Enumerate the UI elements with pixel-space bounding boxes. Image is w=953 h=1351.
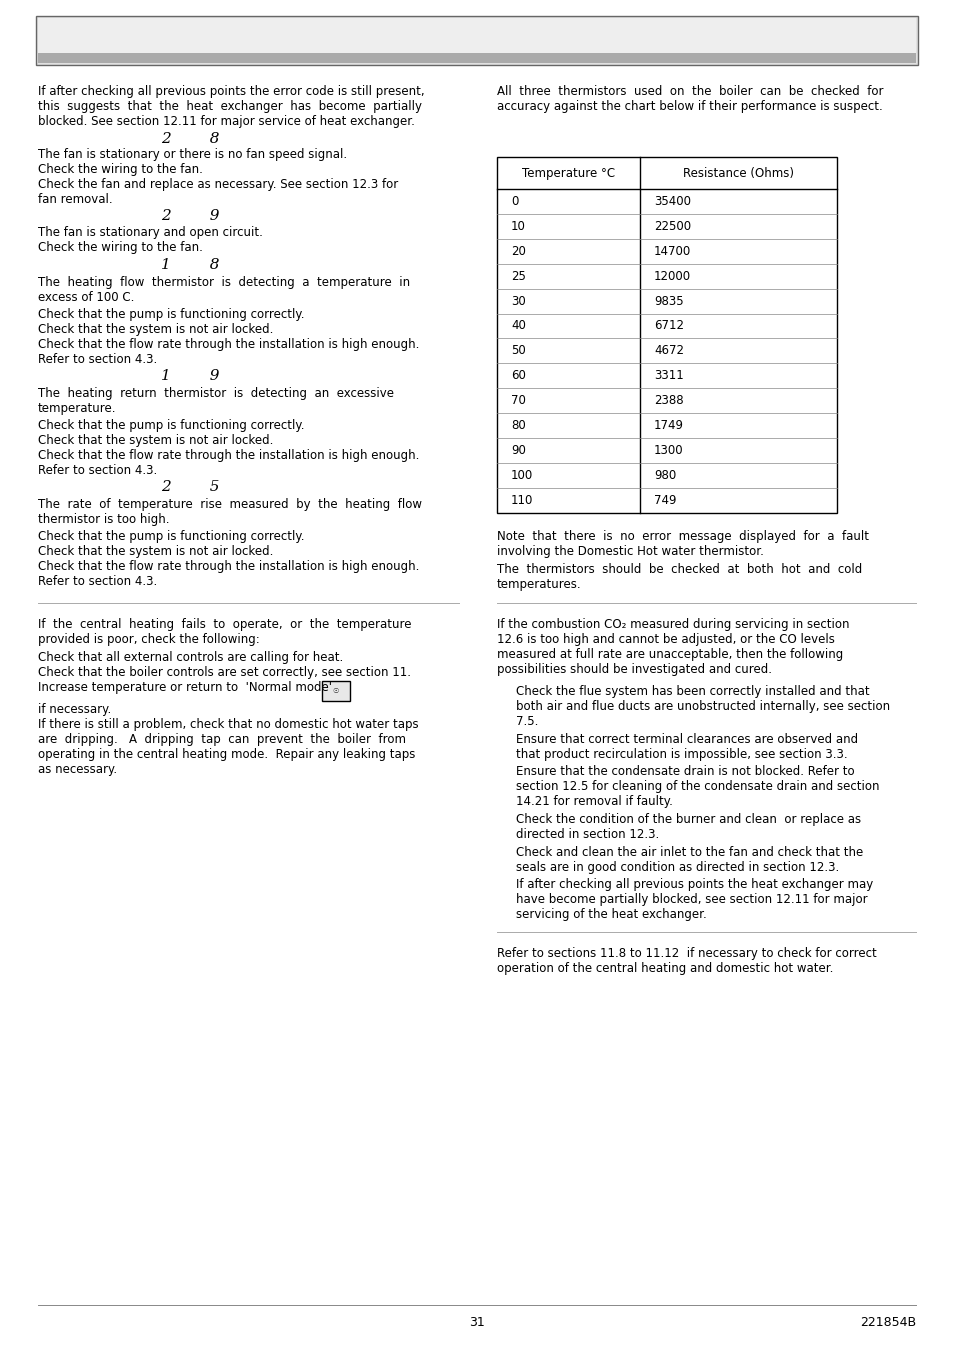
Text: Check the flue system has been correctly installed and that
both air and flue du: Check the flue system has been correctly… [516,685,889,728]
Text: The  rate  of  temperature  rise  measured  by  the  heating  flow
thermistor is: The rate of temperature rise measured by… [38,499,421,526]
Text: The  heating  return  thermistor  is  detecting  an  excessive
temperature.: The heating return thermistor is detecti… [38,386,394,415]
Text: If after checking all previous points the error code is still present,
this  sug: If after checking all previous points th… [38,85,424,128]
Text: Resistance (Ohms): Resistance (Ohms) [682,166,793,180]
Text: Check that the pump is functioning correctly.: Check that the pump is functioning corre… [38,419,304,432]
Bar [322,681,350,701]
Text: Temperature °C: Temperature °C [521,166,615,180]
Text: 9835: 9835 [654,295,683,308]
Text: 100: 100 [511,469,533,482]
Text: 2388: 2388 [654,394,683,407]
Text: Check that the flow rate through the installation is high enough.
Refer to secti: Check that the flow rate through the ins… [38,561,419,588]
Text: 980: 980 [654,469,676,482]
Text: 221854B: 221854B [859,1316,915,1329]
Text: Check that the flow rate through the installation is high enough.
Refer to secti: Check that the flow rate through the ins… [38,338,419,366]
Bar [38,53,915,63]
Text: 90: 90 [511,444,525,457]
Text: Check that the system is not air locked.: Check that the system is not air locked. [38,544,274,558]
Text: Ensure that the condensate drain is not blocked. Refer to
section 12.5 for clean: Ensure that the condensate drain is not … [516,765,879,808]
Text: Check that all external controls are calling for heat.: Check that all external controls are cal… [38,651,343,663]
Text: Check that the pump is functioning correctly.: Check that the pump is functioning corre… [38,308,304,322]
Text: Check the wiring to the fan.: Check the wiring to the fan. [38,163,203,176]
Text: 1        8: 1 8 [161,258,219,272]
Text: 110: 110 [511,493,533,507]
Text: if necessary.: if necessary. [38,703,112,716]
Text: The  thermistors  should  be  checked  at  both  hot  and  cold
temperatures.: The thermistors should be checked at bot… [497,563,862,590]
Text: 749: 749 [654,493,676,507]
Text: 4672: 4672 [654,345,683,358]
Text: 80: 80 [511,419,525,432]
Text: 25: 25 [511,270,525,282]
Text: Ensure that correct terminal clearances are observed and
that product recirculat: Ensure that correct terminal clearances … [516,734,858,761]
Text: 2        8: 2 8 [161,132,219,146]
Text: 12000: 12000 [654,270,690,282]
Text: 2        5: 2 5 [161,480,219,494]
Text: 50: 50 [511,345,525,358]
Text: 31: 31 [469,1316,484,1329]
Text: If the combustion CO₂ measured during servicing in section
12.6 is too high and : If the combustion CO₂ measured during se… [497,617,848,676]
Text: 1749: 1749 [654,419,683,432]
Text: 1300: 1300 [654,444,683,457]
Text: If after checking all previous points the heat exchanger may
have become partial: If after checking all previous points th… [516,878,872,921]
Text: 6712: 6712 [654,319,683,332]
Text: Check the wiring to the fan.: Check the wiring to the fan. [38,240,203,254]
Text: 3311: 3311 [654,369,683,382]
Text: The  heating  flow  thermistor  is  detecting  a  temperature  in
excess of 100 : The heating flow thermistor is detecting… [38,276,410,304]
Text: 35400: 35400 [654,195,690,208]
Text: 22500: 22500 [654,220,690,232]
Text: Check that the pump is functioning correctly.: Check that the pump is functioning corre… [38,530,304,543]
Text: 40: 40 [511,319,525,332]
Text: 14700: 14700 [654,245,691,258]
Text: 0: 0 [511,195,517,208]
Bar [38,18,915,53]
Text: 70: 70 [511,394,525,407]
Text: 20: 20 [511,245,525,258]
Text: The fan is stationary and open circuit.: The fan is stationary and open circuit. [38,226,263,239]
Text: If  the  central  heating  fails  to  operate,  or  the  temperature
provided is: If the central heating fails to operate,… [38,617,411,646]
Text: 1        9: 1 9 [161,369,219,382]
Text: Refer to sections 11.8 to 11.12  if necessary to check for correct
operation of : Refer to sections 11.8 to 11.12 if neces… [497,947,876,975]
Text: 30: 30 [511,295,525,308]
Bar [36,16,917,65]
Text: Note  that  there  is  no  error  message  displayed  for  a  fault
involving th: Note that there is no error message disp… [497,530,868,558]
Text: Check that the system is not air locked.: Check that the system is not air locked. [38,323,274,336]
Text: ☉: ☉ [333,688,338,694]
Text: The fan is stationary or there is no fan speed signal.: The fan is stationary or there is no fan… [38,149,347,161]
Text: Check and clean the air inlet to the fan and check that the
seals are in good co: Check and clean the air inlet to the fan… [516,846,862,874]
Text: Check that the flow rate through the installation is high enough.
Refer to secti: Check that the flow rate through the ins… [38,449,419,477]
Text: Check the fan and replace as necessary. See section 12.3 for
fan removal.: Check the fan and replace as necessary. … [38,178,397,205]
Text: Check the condition of the burner and clean  or replace as
directed in section 1: Check the condition of the burner and cl… [516,813,861,842]
Text: If there is still a problem, check that no domestic hot water taps
are  dripping: If there is still a problem, check that … [38,717,418,775]
Text: All  three  thermistors  used  on  the  boiler  can  be  checked  for
accuracy a: All three thermistors used on the boiler… [497,85,882,113]
Text: 2        9: 2 9 [161,209,219,223]
Text: Check that the system is not air locked.: Check that the system is not air locked. [38,434,274,447]
Text: Check that the boiler controls are set correctly, see section 11.
Increase tempe: Check that the boiler controls are set c… [38,666,411,694]
Bar [497,157,836,513]
Text: 10: 10 [511,220,525,232]
Text: 60: 60 [511,369,525,382]
